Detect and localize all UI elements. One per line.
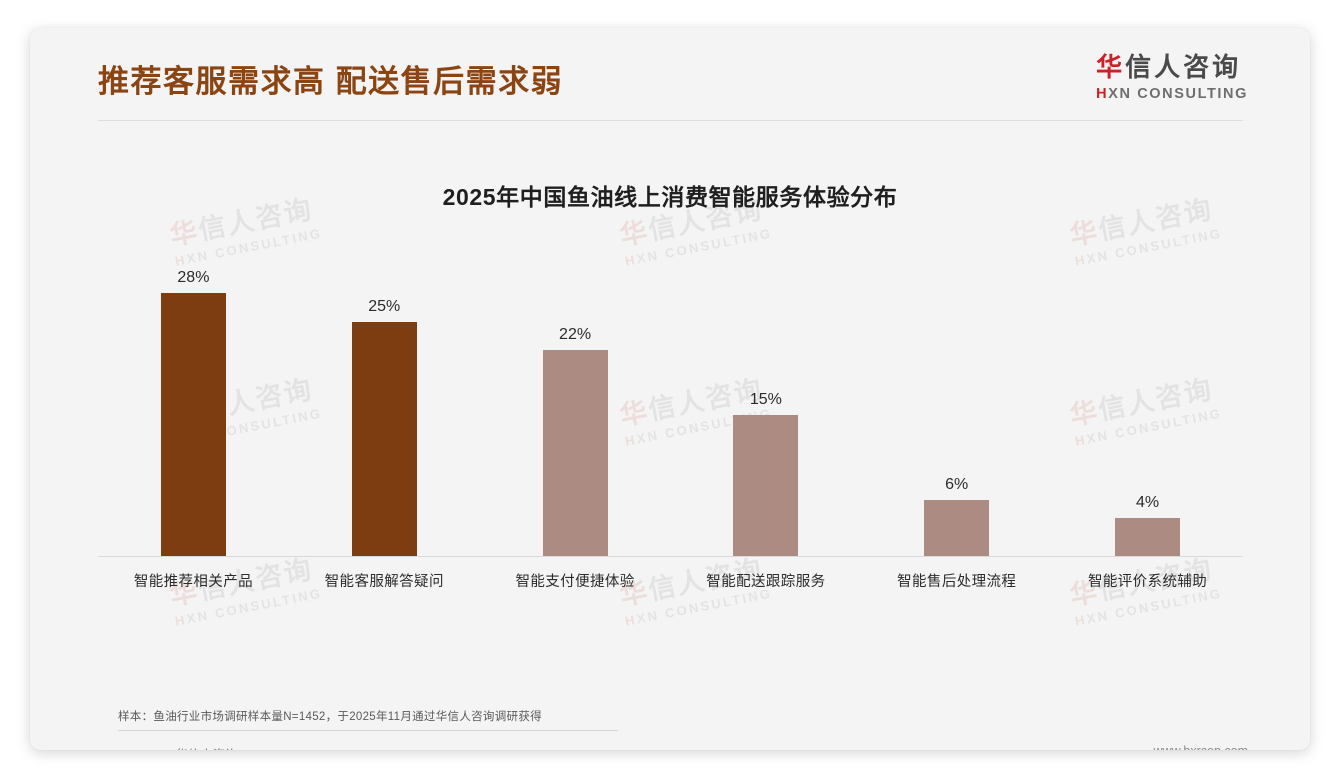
slide-canvas: 华信人咨询 HXN CONSULTING 华信人咨询 HXN CONSULTING 华信… xyxy=(30,28,1310,750)
x-axis-label: 智能客服解答疑问 xyxy=(324,574,444,590)
bar-slot[interactable]: 22% xyxy=(480,266,671,556)
bar-slot[interactable]: 4% xyxy=(1052,266,1243,556)
watermark-en: HXN CONSULTING xyxy=(173,225,324,269)
brand-logo-en-accent: H xyxy=(1096,86,1109,103)
x-axis-label: 智能售后处理流程 xyxy=(897,574,1017,590)
chart-title: 2025年中国鱼油线上消费智能服务体验分布 xyxy=(442,184,898,210)
watermark-en: HXN CONSULTING xyxy=(1073,585,1224,629)
bar-value-label: 15% xyxy=(749,391,782,408)
copyright-text: ©2026.1 HXR华信人咨询 xyxy=(98,744,238,750)
brand-logo-cn-rest: 信人咨询 xyxy=(1125,52,1242,82)
header-divider xyxy=(98,120,1243,121)
bar-value-label: 25% xyxy=(368,298,401,315)
x-axis-labels: 智能推荐相关产品 智能客服解答疑问 智能支付便捷体验 智能配送跟踪服务 智能售后处理流程… xyxy=(98,570,1243,591)
brand-logo-cn: 华信人咨询 xyxy=(1096,52,1248,82)
bar-rect[interactable] xyxy=(160,293,226,556)
x-axis-label: 智能评价系统辅助 xyxy=(1087,574,1208,590)
brand-logo: 华信人咨询 HXN CONSULTING xyxy=(1096,52,1248,102)
bar-rect[interactable] xyxy=(1115,518,1181,556)
site-url-text: www.hxrcon.com xyxy=(1154,744,1248,750)
bar-slot[interactable]: 15% xyxy=(670,266,861,556)
bar-series: 28% 25% 22% 15% 6% 4% xyxy=(98,266,1243,556)
page-title: 推荐客服需求高 配送售后需求弱 xyxy=(98,64,564,99)
brand-logo-en: HXN CONSULTING xyxy=(1096,86,1248,102)
chart-plot-area: 28% 25% 22% 15% 6% 4% xyxy=(98,266,1243,556)
bar-slot[interactable]: 25% xyxy=(289,266,480,556)
bar-rect[interactable] xyxy=(542,350,608,556)
x-axis-line xyxy=(98,556,1243,557)
x-axis-label: 智能支付便捷体验 xyxy=(515,574,635,590)
watermark-en: HXN CONSULTING xyxy=(623,585,774,629)
watermark-en: HXN CONSULTING xyxy=(1073,225,1224,269)
slide-footer: ©2026.1 HXR华信人咨询 www.hxrcon.com xyxy=(30,730,1310,750)
bar-value-label: 6% xyxy=(945,476,969,493)
bar-rect[interactable] xyxy=(924,500,990,556)
watermark-en: HXN CONSULTING xyxy=(623,225,774,269)
bar-value-label: 4% xyxy=(1135,494,1160,511)
bar-slot[interactable]: 6% xyxy=(861,266,1052,556)
bar-slot[interactable]: 28% xyxy=(98,266,289,556)
bar-value-label: 22% xyxy=(559,326,592,343)
x-axis-label: 智能配送跟踪服务 xyxy=(706,574,826,590)
note-divider xyxy=(118,730,618,731)
sample-note: 样本：鱼油行业市场调研样本量N=1452，于2025年11月通过华信人咨询调研获… xyxy=(118,711,542,723)
bar-rect[interactable] xyxy=(733,415,799,556)
x-axis-label: 智能推荐相关产品 xyxy=(133,574,254,590)
brand-logo-cn-accent: 华 xyxy=(1096,52,1126,82)
watermark-en: HXN CONSULTING xyxy=(173,585,324,629)
brand-logo-en-rest: XN CONSULTING xyxy=(1108,86,1248,103)
bar-value-label: 28% xyxy=(177,269,210,286)
bar-rect[interactable] xyxy=(351,322,417,556)
slide-header: 推荐客服需求高 配送售后需求弱 xyxy=(30,28,1310,116)
